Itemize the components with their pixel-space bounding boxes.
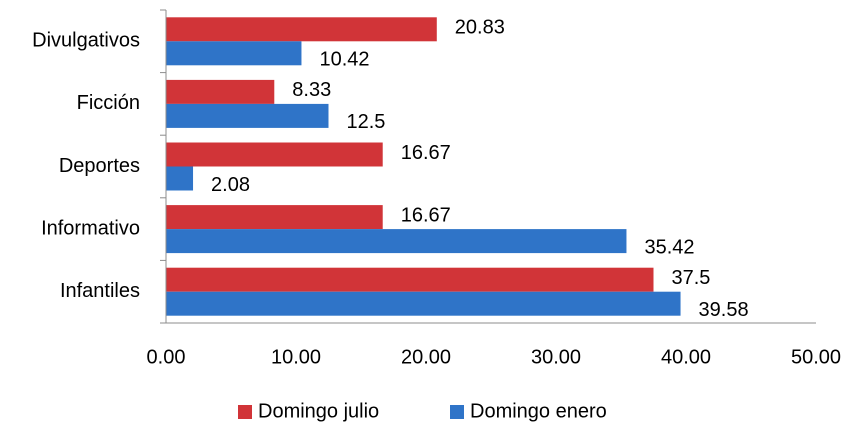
data-label-julio-2: 16.67 <box>401 142 451 164</box>
bar-julio-3 <box>166 205 383 230</box>
data-label-enero-3: 35.42 <box>644 236 694 258</box>
bar-julio-1 <box>166 79 275 104</box>
legend-label-julio: Domingo julio <box>258 400 379 422</box>
data-label-enero-0: 10.42 <box>319 49 369 71</box>
bar-enero-4 <box>166 291 681 316</box>
x-tick-label: 40.00 <box>661 346 711 368</box>
category-label-4: Infantiles <box>60 280 140 302</box>
x-tick-label: 10.00 <box>271 346 321 368</box>
data-label-enero-2: 2.08 <box>211 174 250 196</box>
data-label-enero-4: 39.58 <box>699 299 749 321</box>
data-label-julio-1: 8.33 <box>292 79 331 101</box>
x-tick-label: 30.00 <box>531 346 581 368</box>
legend-label-enero: Domingo enero <box>470 400 607 422</box>
legend-swatch-julio <box>238 405 252 419</box>
bar-enero-3 <box>166 229 627 254</box>
x-tick-label: 50.00 <box>791 346 841 368</box>
bar-enero-1 <box>166 103 329 128</box>
bar-julio-2 <box>166 142 383 167</box>
data-label-julio-0: 20.83 <box>455 17 505 39</box>
category-label-0: Divulgativos <box>32 30 140 52</box>
bar-enero-0 <box>166 41 302 66</box>
data-label-enero-1: 12.5 <box>347 111 386 133</box>
bar-julio-4 <box>166 267 654 292</box>
category-label-3: Informativo <box>41 217 140 239</box>
bar-enero-2 <box>166 166 194 191</box>
legend-swatch-enero <box>450 405 464 419</box>
x-tick-label: 20.00 <box>401 346 451 368</box>
bar-julio-0 <box>166 17 437 42</box>
data-label-julio-4: 37.5 <box>672 267 711 289</box>
data-label-julio-3: 16.67 <box>401 204 451 226</box>
category-label-2: Deportes <box>59 155 140 177</box>
category-label-1: Ficción <box>77 92 140 114</box>
x-tick-label: 0.00 <box>147 346 186 368</box>
